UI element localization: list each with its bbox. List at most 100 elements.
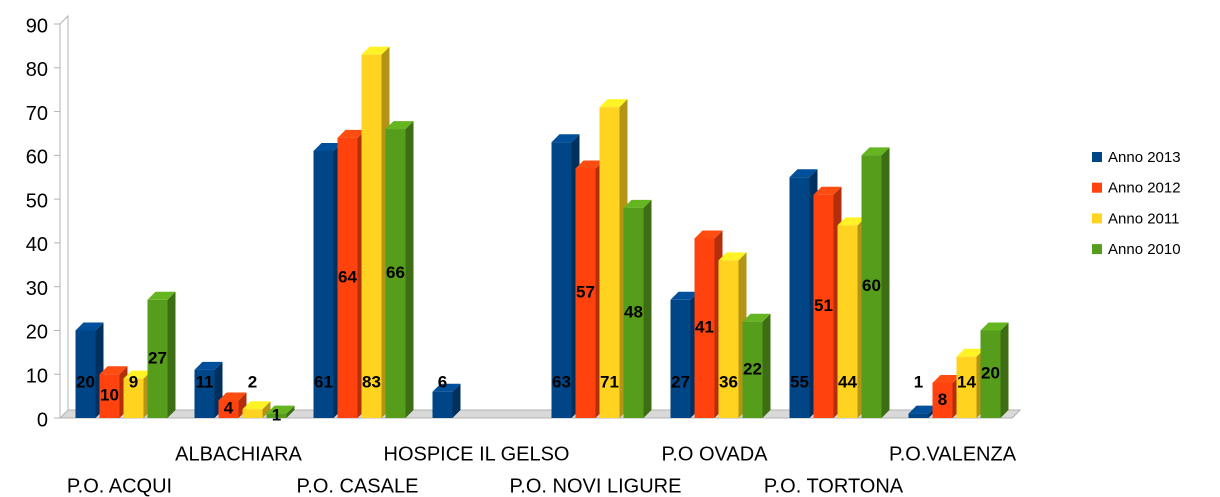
legend-label: Anno 2011 bbox=[1108, 210, 1179, 227]
legend-swatch bbox=[1092, 182, 1102, 193]
bar-front bbox=[99, 374, 120, 418]
bar-top bbox=[932, 374, 961, 383]
bar bbox=[956, 348, 985, 418]
data-label: 27 bbox=[148, 348, 167, 367]
data-label: 57 bbox=[576, 283, 595, 302]
bar-top bbox=[575, 160, 604, 169]
y-tick-label: 40 bbox=[26, 234, 48, 256]
bar-top bbox=[956, 348, 985, 357]
bar-front bbox=[789, 177, 810, 418]
bar-top bbox=[337, 129, 366, 138]
bar-top bbox=[980, 322, 1009, 331]
bar-front bbox=[147, 299, 168, 418]
data-label: 9 bbox=[129, 372, 138, 391]
bar-top bbox=[623, 199, 652, 208]
bar-front bbox=[194, 369, 215, 418]
data-label: 60 bbox=[862, 276, 881, 295]
data-label: 14 bbox=[957, 372, 976, 391]
bar-top bbox=[147, 291, 176, 300]
bar-top bbox=[742, 313, 771, 322]
y-tick-label: 80 bbox=[26, 59, 48, 81]
y-tick-label: 30 bbox=[26, 278, 48, 300]
y-tick-label: 20 bbox=[26, 322, 48, 344]
bar bbox=[623, 199, 652, 418]
data-label: 8 bbox=[938, 390, 947, 409]
bar bbox=[385, 121, 414, 419]
legend-swatch bbox=[1092, 213, 1102, 224]
bar bbox=[599, 99, 628, 418]
bar-front bbox=[361, 54, 382, 419]
bar-top bbox=[599, 99, 628, 108]
data-label: 41 bbox=[695, 318, 714, 337]
bar-front bbox=[75, 330, 96, 418]
bar-side bbox=[405, 121, 414, 419]
bar-top bbox=[432, 383, 461, 392]
bar bbox=[266, 405, 295, 418]
data-label: 66 bbox=[386, 263, 405, 282]
bar bbox=[980, 322, 1009, 418]
y-tick-label: 60 bbox=[26, 147, 48, 169]
bar-front bbox=[694, 238, 715, 418]
data-label: 64 bbox=[338, 267, 357, 286]
bar-top bbox=[385, 121, 414, 130]
bar-front bbox=[742, 321, 763, 418]
data-label: 20 bbox=[981, 364, 1000, 383]
data-label: 10 bbox=[100, 386, 119, 405]
data-label: 48 bbox=[624, 302, 643, 321]
bar-front bbox=[218, 400, 239, 418]
data-label: 20 bbox=[76, 372, 95, 391]
bar-top bbox=[813, 186, 842, 195]
bar-side bbox=[262, 401, 271, 418]
legend-label: Anno 2010 bbox=[1108, 241, 1181, 258]
data-label: 6 bbox=[438, 372, 447, 391]
bar bbox=[361, 46, 390, 419]
data-label: 61 bbox=[314, 372, 333, 391]
legend-label: Anno 2012 bbox=[1108, 180, 1181, 197]
bar-top bbox=[718, 252, 747, 261]
bar bbox=[242, 401, 271, 418]
bar-front bbox=[908, 413, 929, 418]
bar-top bbox=[194, 361, 223, 370]
data-label: 51 bbox=[814, 296, 833, 315]
bar-front bbox=[813, 194, 834, 418]
y-tick-label: 70 bbox=[26, 103, 48, 125]
bar-front bbox=[313, 150, 334, 418]
bar-top bbox=[99, 366, 128, 375]
bar-top bbox=[123, 370, 152, 379]
data-label: 83 bbox=[362, 372, 381, 391]
x-tick-label: P.O. ACQUI bbox=[67, 475, 172, 497]
bar-front bbox=[932, 382, 953, 418]
bar-top bbox=[313, 142, 342, 151]
x-tick-label: HOSPICE IL GELSO bbox=[384, 443, 570, 465]
bar-top bbox=[670, 291, 699, 300]
bar-front bbox=[432, 391, 453, 418]
data-label: 55 bbox=[790, 372, 809, 391]
legend-swatch bbox=[1092, 152, 1102, 162]
bar-side bbox=[1000, 322, 1009, 418]
x-tick-label: P.O. NOVI LIGURE bbox=[510, 475, 682, 497]
data-label: 4 bbox=[224, 399, 234, 418]
data-label: 11 bbox=[196, 372, 214, 391]
x-tick-label: P.O. TORTONA bbox=[764, 475, 904, 497]
bar-side bbox=[762, 313, 771, 418]
data-label: 44 bbox=[838, 372, 857, 391]
bar-side bbox=[452, 383, 461, 418]
bar bbox=[194, 361, 223, 418]
bar bbox=[742, 313, 771, 418]
bar-front bbox=[980, 330, 1001, 418]
bar bbox=[147, 291, 176, 418]
bar-front bbox=[385, 129, 406, 419]
bar-top bbox=[694, 230, 723, 239]
bar-top bbox=[861, 147, 890, 156]
bar-top bbox=[789, 169, 818, 178]
y-tick-label: 90 bbox=[26, 15, 48, 37]
bar-top bbox=[908, 405, 937, 414]
data-label: 63 bbox=[552, 372, 571, 391]
bar-top bbox=[551, 134, 580, 143]
bar-side bbox=[881, 147, 890, 419]
y-tick-label: 0 bbox=[37, 409, 48, 431]
y-tick-label: 10 bbox=[26, 366, 48, 388]
bar-front bbox=[337, 137, 358, 419]
bar-front bbox=[599, 107, 620, 418]
